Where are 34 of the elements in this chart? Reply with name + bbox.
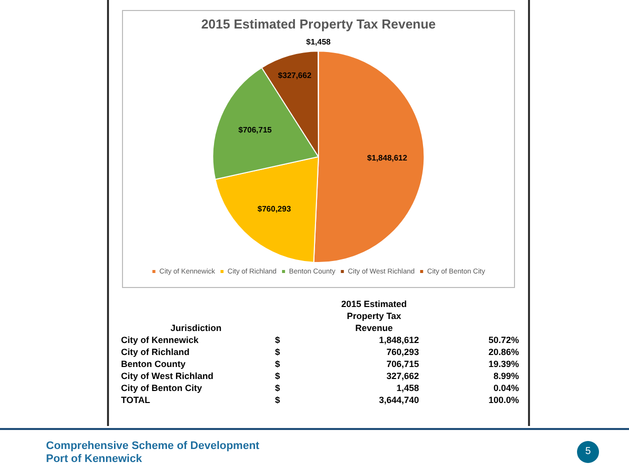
text: 100.0% [487,394,520,406]
text: 3,644,740 [378,394,420,406]
text: 706,715 [385,358,420,370]
text: $ [274,334,282,346]
text: 760,293 [385,346,420,358]
text: 20.86% [487,346,520,358]
category-label: Benton County [121,359,186,369]
text: $ [275,395,280,405]
text: $ [275,347,280,357]
category-label: City of West Richland [121,371,214,381]
text: 1,458 [395,382,420,394]
category-label: City of Kennewick [121,335,199,345]
text: Jurisdiction [169,322,222,334]
data-label: $760,293 [258,204,292,214]
text: Comprehensive Scheme of Development [46,440,260,453]
chart-title: 2015 Estimated Property Tax Revenue [201,16,436,32]
text: 0.04% [492,382,520,394]
data-label: $1,848,612 [367,154,408,163]
data-label: $1,458 [306,37,332,46]
text: $ [275,383,280,393]
data-label: $706,715 [238,126,272,135]
category-label: City of Benton City [121,383,202,393]
text: 8.99% [492,370,520,382]
text: $ [275,359,280,369]
text: 19.39% [487,358,520,370]
category-label: City of Richland [121,347,190,357]
text: 50.72% [487,334,520,346]
text: 2015 Estimated Property Tax Revenue [340,298,408,334]
text: $ [275,371,280,381]
text: Port of Kennewick [46,453,143,466]
data-label: $327,662 [278,70,312,80]
text: TOTAL [120,394,152,406]
text: 327,662 [385,370,420,382]
text: 1,848,612 [378,334,420,346]
